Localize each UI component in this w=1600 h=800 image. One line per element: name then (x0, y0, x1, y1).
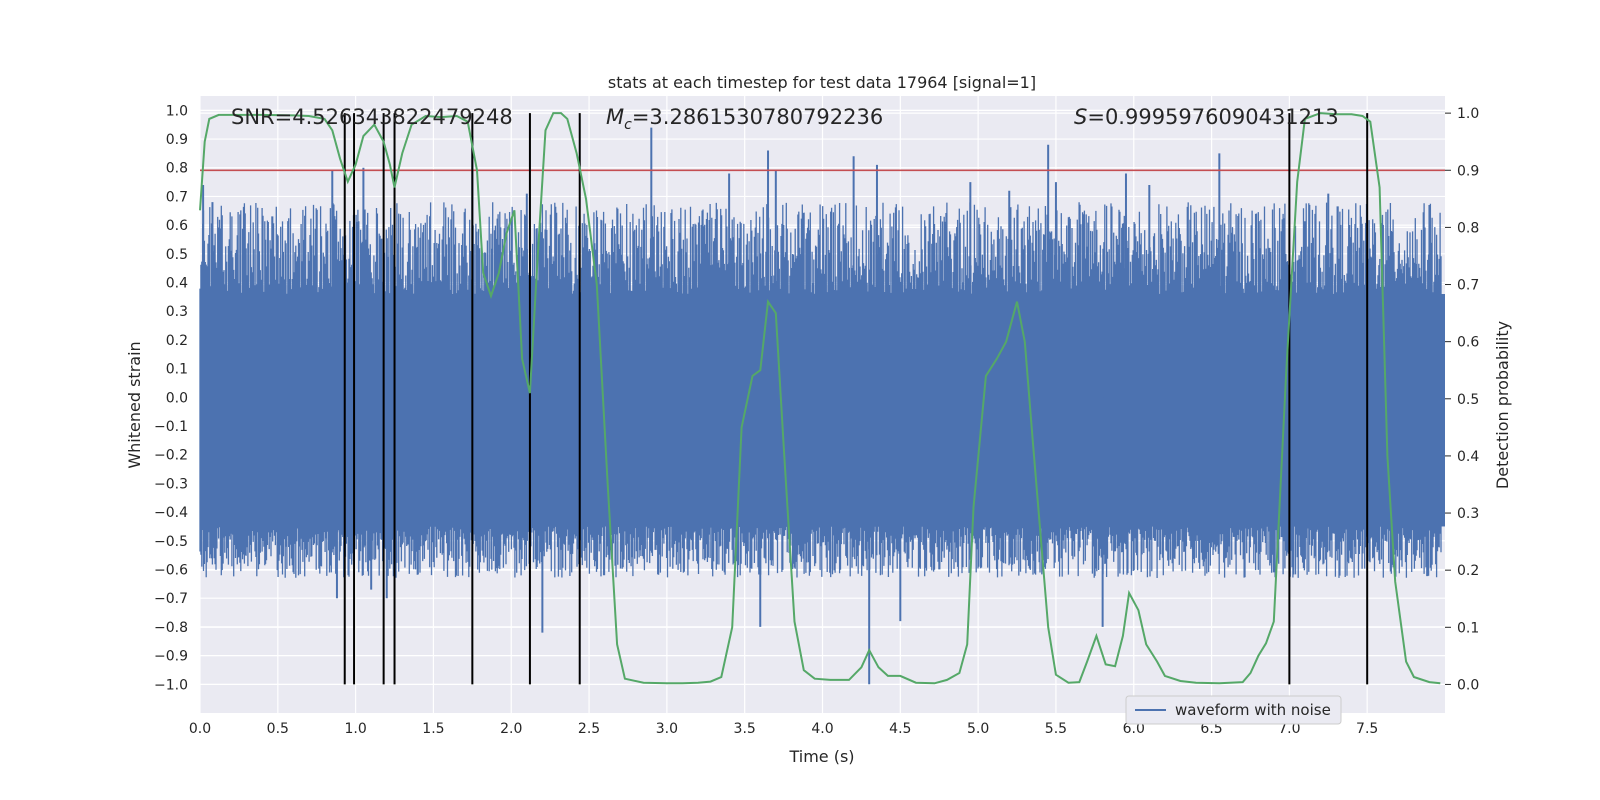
legend-label-waveform: waveform with noise (1175, 701, 1331, 719)
y2-tick-label: 0.8 (1457, 220, 1479, 236)
y2-tick-label: 0.2 (1457, 563, 1479, 579)
y-tick-labels: 1.0 0.9 0.8 0.7 0.6 0.5 0.4 0.3 0.2 0.1 0.0 −0.1 −0.… (154, 103, 188, 693)
y-tick-label: 0.1 (166, 362, 188, 378)
x-tick-label: 4.0 (811, 721, 833, 737)
x-tick-label: 3.5 (734, 721, 756, 737)
s-symbol: S (1074, 105, 1087, 129)
y-tick-label: 0.0 (166, 390, 188, 406)
y2-tick-label: 0.7 (1457, 278, 1479, 294)
chirp-mass-value: =3.2861530780792236 (632, 105, 883, 129)
y2-tick-labels: 1.0 0.9 0.8 0.7 0.6 0.5 0.4 0.3 0.2 0.1 0.0 (1457, 106, 1479, 693)
legend: waveform with noise (1125, 695, 1342, 725)
snr-annotation: SNR=4.526343822479248 (231, 105, 513, 129)
s-annotation: S=0.9995976090431213 (1074, 105, 1339, 129)
detection-probability-line (199, 112, 1441, 685)
s-value: =0.9995976090431213 (1087, 105, 1338, 129)
y-tick-label: −0.7 (154, 591, 188, 607)
y-tick-label: −0.1 (154, 419, 188, 435)
x-tick-labels: 0.0 0.5 1.0 1.5 2.0 2.5 3.0 3.5 4.0 4.5 5.0 5.5 6.0 6… (189, 721, 1378, 737)
x-tick-label: 7.0 (1278, 721, 1300, 737)
y-tick-label: 0.8 (166, 161, 188, 177)
x-tick-label: 3.0 (656, 721, 678, 737)
chirp-mass-subscript: c (624, 117, 632, 133)
y-tick-label: −0.6 (154, 563, 188, 579)
y-tick-label: 0.9 (166, 132, 188, 148)
y2-tick-label: 1.0 (1457, 106, 1479, 122)
x-tick-label: 6.0 (1123, 721, 1145, 737)
x-tick-label: 2.5 (578, 721, 600, 737)
chirp-mass-annotation: Mc=3.2861530780792236 (606, 105, 883, 133)
y-tick-label: 0.2 (166, 333, 188, 349)
y2-tick-label: 0.9 (1457, 163, 1479, 179)
y2-tick-label: 0.5 (1457, 392, 1479, 408)
x-tick-label: 5.0 (967, 721, 989, 737)
chart-title: stats at each timestep for test data 179… (608, 73, 1036, 92)
waveform-series (199, 127, 1445, 685)
y-tick-label: 0.3 (166, 304, 188, 320)
y-tick-label: −1.0 (154, 677, 188, 693)
y-tick-label: −0.5 (154, 534, 188, 550)
y2-tick-label: 0.1 (1457, 620, 1479, 636)
x-tick-label: 2.0 (500, 721, 522, 737)
x-tick-label: 1.5 (422, 721, 444, 737)
x-tick-label: 6.5 (1200, 721, 1222, 737)
y2-tick-label: 0.4 (1457, 449, 1479, 465)
legend-box (1125, 695, 1342, 725)
y-tick-label: −0.9 (154, 649, 188, 665)
x-tick-label: 0.0 (189, 721, 211, 737)
x-tick-label: 1.0 (344, 721, 366, 737)
y-axis-label: Whitened strain (125, 341, 144, 468)
x-tick-label: 4.5 (889, 721, 911, 737)
y2-axis-label: Detection probability (1493, 321, 1512, 489)
y-tick-label: 0.5 (166, 247, 188, 263)
event-lines (343, 113, 1369, 685)
x-tick-label: 0.5 (267, 721, 289, 737)
x-tick-label: 5.5 (1045, 721, 1067, 737)
y-tick-label: −0.2 (154, 448, 188, 464)
x-axis-label: Time (s) (788, 747, 854, 766)
y-tick-label: −0.3 (154, 476, 188, 492)
chirp-mass-symbol: M (606, 105, 624, 129)
y-tick-label: −0.8 (154, 620, 188, 636)
y-tick-label: 1.0 (166, 103, 188, 119)
y2-tick-label: 0.6 (1457, 335, 1479, 351)
y2-tick-label: 0.3 (1457, 506, 1479, 522)
y2-tick-label: 0.0 (1457, 677, 1479, 693)
x-tick-label: 7.5 (1356, 721, 1378, 737)
y-tick-label: −0.4 (154, 505, 188, 521)
y-tick-label: 0.7 (166, 189, 188, 205)
y-tick-label: 0.4 (166, 276, 188, 292)
y-tick-label: 0.6 (166, 218, 188, 234)
